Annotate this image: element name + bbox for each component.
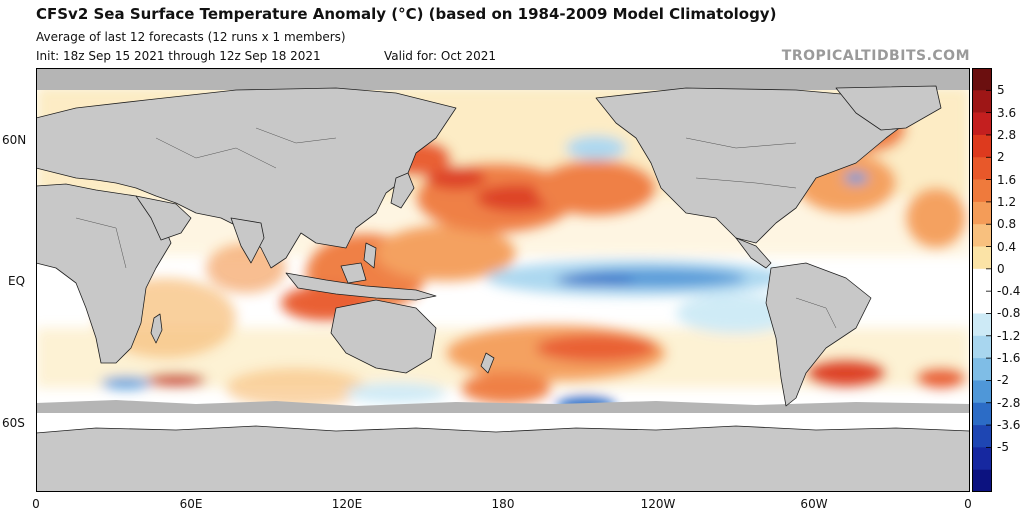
lon-label-120e: 120E xyxy=(331,497,363,511)
sst-anomaly-map xyxy=(36,68,970,492)
colorbar-segment xyxy=(972,313,992,337)
central-america xyxy=(735,237,772,269)
colorbar-tick-label: -3.6 xyxy=(997,418,1021,433)
valid-time: Valid for: Oct 2021 xyxy=(384,49,496,63)
colorbar-tick-label: 0.4 xyxy=(997,239,1017,254)
map-title: CFSv2 Sea Surface Temperature Anomaly (°… xyxy=(36,5,777,23)
africa xyxy=(36,183,172,364)
site-credit: TROPICALTIDBITS.COM xyxy=(781,48,970,64)
colorbar-segment xyxy=(972,380,992,404)
colorbar xyxy=(972,68,992,492)
colorbar-tick-label: -0.4 xyxy=(997,284,1021,299)
lat-label-60n: 60N xyxy=(2,133,27,147)
init-time: Init: 18z Sep 15 2021 through 12z Sep 18… xyxy=(36,49,321,63)
colorbar-segment xyxy=(972,358,992,381)
colorbar-segment xyxy=(972,90,992,113)
colorbar-segment xyxy=(972,179,992,203)
colorbar-tick-label: -1.6 xyxy=(997,351,1021,366)
colorbar-tick-label: 3.6 xyxy=(997,105,1017,120)
philippines xyxy=(363,242,377,269)
colorbar-tick-label: 0.8 xyxy=(997,217,1017,232)
colorbar-tick-label: 1.6 xyxy=(997,172,1017,187)
colorbar-tick-label: -2 xyxy=(997,373,1009,388)
colorbar-segment xyxy=(972,246,992,270)
lon-label-0-east: 0 xyxy=(964,497,972,511)
lon-label-120w: 120W xyxy=(640,497,676,511)
lat-label-60s: 60S xyxy=(2,416,25,430)
south-america xyxy=(765,262,872,407)
lat-label-eq: EQ xyxy=(8,274,26,288)
lon-label-60e: 60E xyxy=(179,497,203,511)
colorbar-tick-label: -1.2 xyxy=(997,328,1021,343)
madagascar xyxy=(150,313,163,344)
australia xyxy=(330,299,437,374)
colorbar-segment xyxy=(972,425,992,448)
colorbar-segment xyxy=(972,268,992,292)
japan xyxy=(390,172,415,209)
colorbar-segment xyxy=(972,112,992,136)
antarctica xyxy=(36,425,970,492)
colorbar-segment xyxy=(972,291,992,314)
borneo xyxy=(340,262,367,284)
colorbar-segment xyxy=(972,224,992,247)
colorbar-segment xyxy=(972,447,992,470)
map-subtitle: Average of last 12 forecasts (12 runs x … xyxy=(36,30,346,44)
country-borders xyxy=(75,127,837,329)
indonesia xyxy=(285,272,437,301)
colorbar-tick-label: 2 xyxy=(997,150,1005,165)
colorbar-tick-label: -5 xyxy=(997,440,1009,455)
new-zealand xyxy=(480,352,495,374)
colorbar-tick-label: 5 xyxy=(997,83,1005,98)
colorbar-segment xyxy=(972,469,992,492)
lon-label-60w: 60W xyxy=(800,497,828,511)
india xyxy=(230,217,265,264)
map-frame xyxy=(36,68,970,492)
colorbar-segment xyxy=(972,68,992,91)
colorbar-segment xyxy=(972,201,992,225)
colorbar-segment xyxy=(972,157,992,180)
colorbar-segment xyxy=(972,134,992,158)
colorbar-tick-label: -0.8 xyxy=(997,306,1021,321)
sea-ice xyxy=(36,68,970,413)
land-masses xyxy=(36,85,970,492)
colorbar-frame xyxy=(972,68,992,492)
eurasia xyxy=(36,87,457,269)
colorbar-tick-label: 0 xyxy=(997,261,1005,276)
colorbar-tick-label: 2.8 xyxy=(997,127,1017,142)
lon-label-0: 0 xyxy=(32,497,40,511)
colorbar-segment xyxy=(972,402,992,426)
arabia xyxy=(135,195,192,241)
lon-label-180: 180 xyxy=(491,497,515,511)
colorbar-tick-label: -2.8 xyxy=(997,395,1021,410)
colorbar-segment xyxy=(972,335,992,359)
greenland xyxy=(835,85,942,131)
colorbar-tick-label: 1.2 xyxy=(997,194,1017,209)
